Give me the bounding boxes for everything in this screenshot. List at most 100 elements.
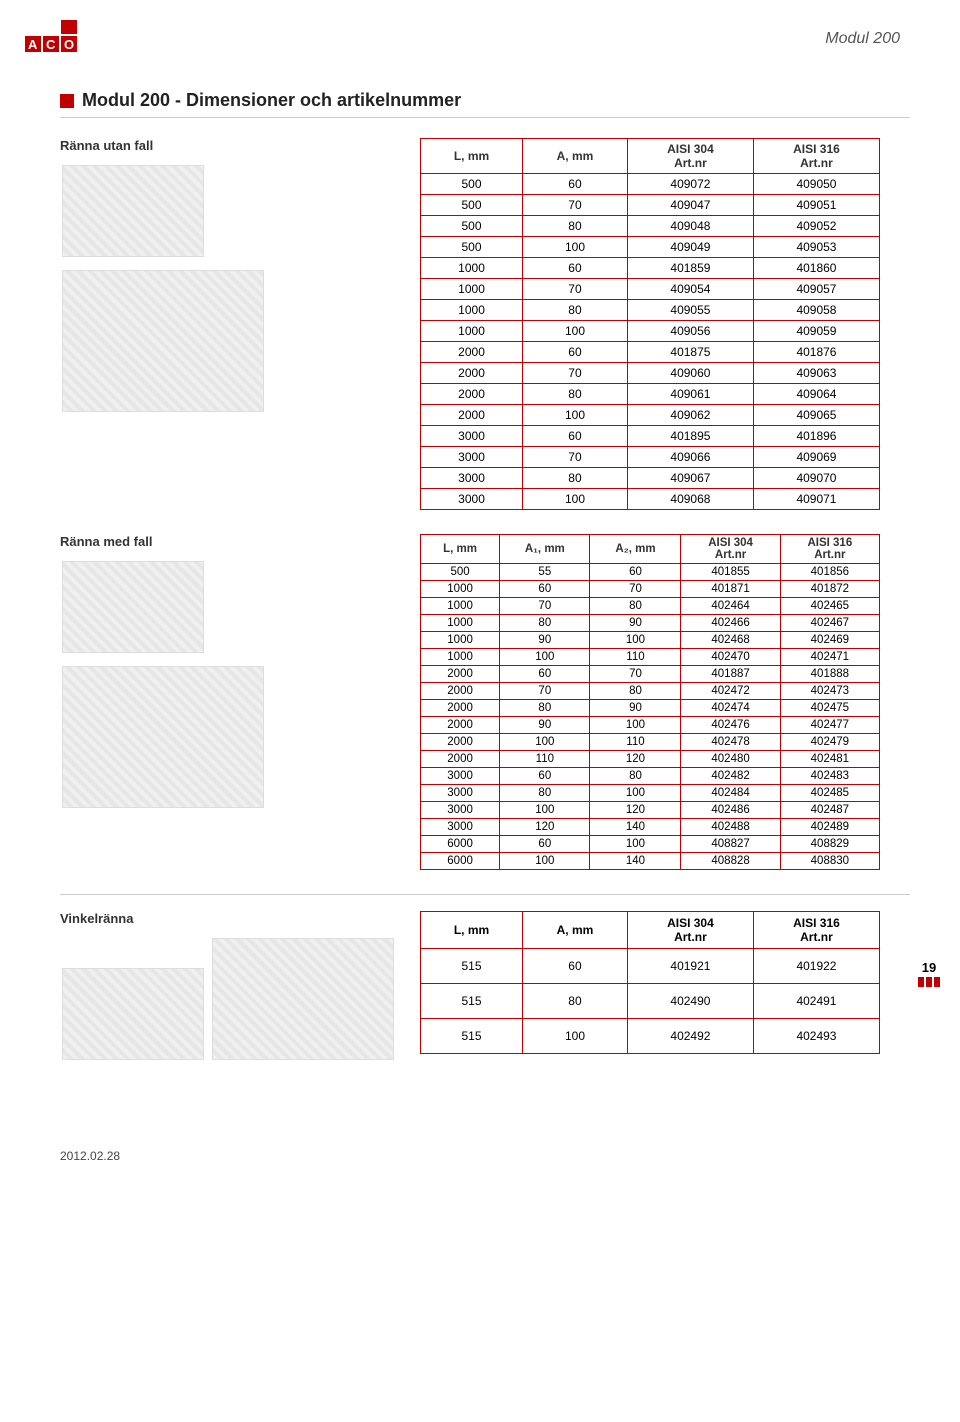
table-cell: 402475 — [780, 700, 879, 717]
table-cell: 409070 — [753, 468, 879, 489]
table-cell: 110 — [500, 751, 590, 768]
product-image — [62, 165, 204, 257]
table-cell: 402479 — [780, 734, 879, 751]
table-cell: 402482 — [681, 768, 780, 785]
table-vinkelranna: L, mmA, mmAISI 304Art.nrAISI 316Art.nr51… — [420, 911, 880, 1054]
footer-date: 2012.02.28 — [60, 1149, 910, 1163]
column-header: AISI 304Art.nr — [627, 139, 753, 174]
table-cell: 80 — [523, 300, 628, 321]
column-header: A₁, mm — [500, 535, 590, 564]
table-cell: 1000 — [421, 300, 523, 321]
table-cell: 60 — [500, 581, 590, 598]
table-cell: 1000 — [421, 258, 523, 279]
table-cell: 100 — [590, 836, 681, 853]
table-cell: 402488 — [681, 819, 780, 836]
table-cell: 80 — [590, 598, 681, 615]
table-row: 300080100402484402485 — [421, 785, 880, 802]
table-cell: 100 — [500, 649, 590, 666]
section-vinkelranna: Vinkelränna L, mmA, mmAISI 304Art.nrAISI… — [60, 911, 910, 1069]
table-cell: 401888 — [780, 666, 879, 683]
table-cell: 401895 — [627, 426, 753, 447]
table-row: 10007080402464402465 — [421, 598, 880, 615]
table-row: 300080409067409070 — [421, 468, 880, 489]
table-cell: 70 — [590, 581, 681, 598]
table-cell: 2000 — [421, 384, 523, 405]
table-cell: 60 — [523, 426, 628, 447]
table-cell: 2000 — [421, 342, 523, 363]
table-cell: 100 — [523, 237, 628, 258]
table-cell: 70 — [523, 279, 628, 300]
table-cell: 409071 — [753, 489, 879, 510]
table-cell: 3000 — [421, 819, 500, 836]
table-cell: 100 — [500, 853, 590, 870]
table-cell: 515 — [421, 949, 523, 984]
brand-logo: A C O — [25, 20, 81, 59]
table-cell: 500 — [421, 237, 523, 258]
table-cell: 402466 — [681, 615, 780, 632]
table-cell: 401875 — [627, 342, 753, 363]
table-cell: 409068 — [627, 489, 753, 510]
table-cell: 401896 — [753, 426, 879, 447]
table-cell: 409052 — [753, 216, 879, 237]
table-cell: 401855 — [681, 564, 780, 581]
section-utan-fall: Ränna utan fall L, mmA, mmAISI 304Art.nr… — [60, 138, 910, 510]
table-cell: 401887 — [681, 666, 780, 683]
table-cell: 402469 — [780, 632, 879, 649]
table-cell: 402468 — [681, 632, 780, 649]
table-cell: 90 — [590, 700, 681, 717]
table-cell: 402483 — [780, 768, 879, 785]
table-row: 2000110120402480402481 — [421, 751, 880, 768]
table-row: 3000100120402486402487 — [421, 802, 880, 819]
table-cell: 402492 — [627, 1019, 753, 1054]
table-cell: 6000 — [421, 853, 500, 870]
table-cell: 409062 — [627, 405, 753, 426]
table-cell: 1000 — [421, 615, 500, 632]
table-utan-fall: L, mmA, mmAISI 304Art.nrAISI 316Art.nr50… — [420, 138, 880, 510]
table-cell: 402485 — [780, 785, 879, 802]
table-row: 51580402490402491 — [421, 984, 880, 1019]
table-cell: 402476 — [681, 717, 780, 734]
table-row: 10008090402466402467 — [421, 615, 880, 632]
table-cell: 2000 — [421, 683, 500, 700]
table-cell: 409066 — [627, 447, 753, 468]
table-row: 100090100402468402469 — [421, 632, 880, 649]
table-row: 10006070401871401872 — [421, 581, 880, 598]
table-cell: 409048 — [627, 216, 753, 237]
table-cell: 80 — [523, 216, 628, 237]
table-cell: 402471 — [780, 649, 879, 666]
column-header: AISI 316Art.nr — [753, 912, 879, 949]
table-cell: 110 — [590, 649, 681, 666]
column-header: L, mm — [421, 912, 523, 949]
table-cell: 60 — [523, 174, 628, 195]
table-cell: 100 — [523, 405, 628, 426]
table-cell: 6000 — [421, 836, 500, 853]
table-cell: 1000 — [421, 649, 500, 666]
table-cell: 409055 — [627, 300, 753, 321]
table-cell: 402481 — [780, 751, 879, 768]
table-row: 600060100408827408829 — [421, 836, 880, 853]
table-cell: 80 — [590, 768, 681, 785]
table-cell: 60 — [590, 564, 681, 581]
table-cell: 402493 — [753, 1019, 879, 1054]
table-cell: 55 — [500, 564, 590, 581]
table-cell: 402477 — [780, 717, 879, 734]
table-cell: 408830 — [780, 853, 879, 870]
table-cell: 2000 — [421, 717, 500, 734]
table-cell: 120 — [500, 819, 590, 836]
column-header: AISI 316Art.nr — [753, 139, 879, 174]
table-row: 3000100409068409071 — [421, 489, 880, 510]
table-cell: 402489 — [780, 819, 879, 836]
table-row: 50070409047409051 — [421, 195, 880, 216]
table-cell: 3000 — [421, 468, 523, 489]
table-cell: 100 — [523, 1019, 628, 1054]
section1-label: Ränna utan fall — [60, 138, 420, 153]
table-cell: 80 — [523, 468, 628, 489]
table-cell: 409064 — [753, 384, 879, 405]
table-cell: 2000 — [421, 700, 500, 717]
table-row: 200060401875401876 — [421, 342, 880, 363]
table-cell: 60 — [500, 666, 590, 683]
table-cell: 409053 — [753, 237, 879, 258]
table-cell: 1000 — [421, 598, 500, 615]
table-cell: 70 — [500, 683, 590, 700]
table-row: 515100402492402493 — [421, 1019, 880, 1054]
